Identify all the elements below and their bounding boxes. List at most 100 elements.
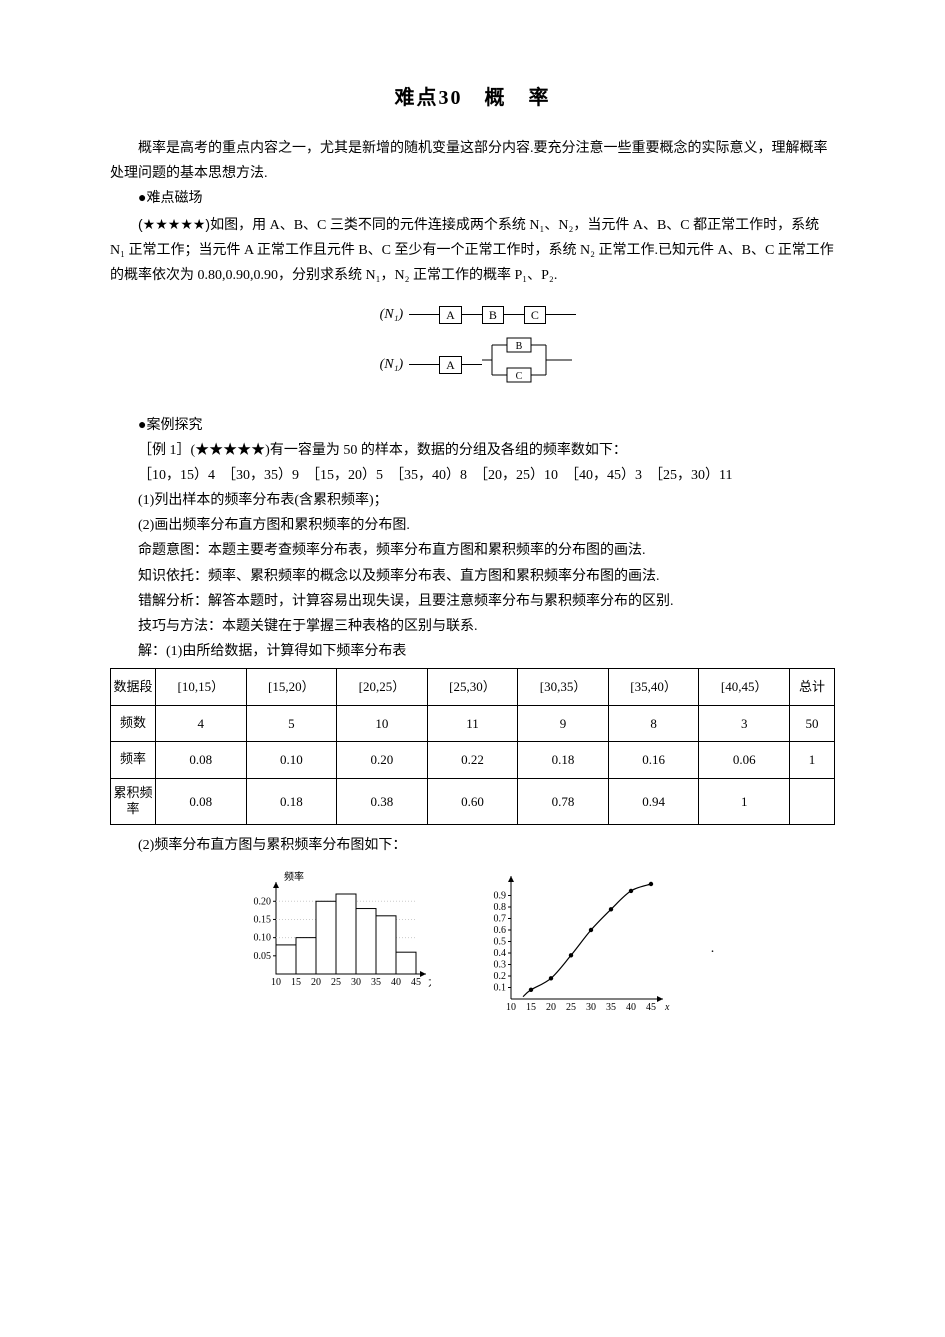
svg-text:10: 10 [271, 977, 281, 988]
star-rating: (★★★★★) [138, 216, 210, 232]
table-cell: 50 [790, 705, 835, 741]
table-header-row: 数据段 [10,15） [15,20） [20,25） [25,30） [30,… [111, 669, 835, 705]
svg-text:25: 25 [566, 1002, 576, 1013]
circuit-n2: (N₁) A B C [369, 335, 576, 394]
table-cell: 1 [790, 742, 835, 778]
svg-text:10: 10 [506, 1002, 516, 1013]
section-case-head: ●案例探究 [110, 413, 835, 438]
table-header-cell: [15,20） [246, 669, 337, 705]
example1-head: ［例 1］(★★★★★)有一容量为 50 的样本，数据的分组及各组的频率数如下： [110, 438, 835, 463]
table-header-cell: [30,35） [518, 669, 609, 705]
svg-text:力: 力 [428, 976, 431, 989]
svg-text:20: 20 [546, 1002, 556, 1013]
table-cell: 0.60 [427, 778, 518, 825]
svg-text:x: x [664, 1002, 670, 1013]
problem-statement: (★★★★★)如图，用 A、B、C 三类不同的元件连接成两个系统 N₁、N₂，当… [110, 212, 835, 289]
table-cell: 0.06 [699, 742, 790, 778]
table-cell: 5 [246, 705, 337, 741]
svg-text:0.7: 0.7 [493, 913, 506, 924]
table-cell: 0.08 [156, 742, 247, 778]
svg-text:45: 45 [411, 977, 421, 988]
charts-container: 0.050.100.150.201015202530354045频率力 0.10… [110, 869, 835, 1028]
table-cell: 8 [608, 705, 699, 741]
table-cell: 0.18 [246, 778, 337, 825]
svg-text:0.8: 0.8 [493, 902, 506, 913]
table-cell: 0.20 [337, 742, 428, 778]
svg-text:45: 45 [646, 1002, 656, 1013]
circuit-n1: (N₁) A B C [369, 302, 576, 327]
table-header-cell: 数据段 [111, 669, 156, 705]
svg-text:0.1: 0.1 [493, 982, 506, 993]
svg-text:20: 20 [311, 977, 321, 988]
table-cell: 0.16 [608, 742, 699, 778]
table-header-cell: [20,25） [337, 669, 428, 705]
table-cell: 0.22 [427, 742, 518, 778]
intro-paragraph: 概率是高考的重点内容之一，尤其是新增的随机变量这部分内容.要充分注意一些重要概念… [110, 136, 835, 186]
table-cell: 0.94 [608, 778, 699, 825]
svg-text:0.3: 0.3 [493, 959, 506, 970]
question-2: (2)画出频率分布直方图和累积频率的分布图. [110, 513, 835, 538]
svg-text:0.05: 0.05 [253, 950, 271, 961]
svg-text:15: 15 [291, 977, 301, 988]
svg-text:40: 40 [626, 1002, 636, 1013]
table-header-cell: [40,45） [699, 669, 790, 705]
element-a-2: A [439, 356, 462, 374]
element-b: B [482, 306, 504, 324]
table-row-label: 累积频率 [111, 778, 156, 825]
element-a: A [439, 306, 462, 324]
svg-text:40: 40 [391, 977, 401, 988]
table-row: 频率 0.08 0.10 0.20 0.22 0.18 0.16 0.06 1 [111, 742, 835, 778]
svg-text:30: 30 [586, 1002, 596, 1013]
table-cell: 0.08 [156, 778, 247, 825]
svg-text:35: 35 [371, 977, 381, 988]
problem-text: 如图，用 A、B、C 三类不同的元件连接成两个系统 N₁、N₂，当元件 A、B、… [110, 218, 834, 283]
table-cell [790, 778, 835, 825]
histogram-chart: 0.050.100.150.201015202530354045频率力 [231, 869, 431, 1028]
circuit-n1-label: (N₁) [369, 302, 403, 327]
svg-text:0.5: 0.5 [493, 936, 506, 947]
question-1: (1)列出样本的频率分布表(含累积频率)； [110, 488, 835, 513]
table-cell: 4 [156, 705, 247, 741]
line-cuojie: 错解分析：解答本题时，计算容易出现失误，且要注意频率分布与累积频率分布的区别. [110, 589, 835, 614]
svg-text:25: 25 [331, 977, 341, 988]
svg-text:0.9: 0.9 [493, 890, 506, 901]
table-header-cell: [35,40） [608, 669, 699, 705]
page-title: 难点30 概 率 [110, 80, 835, 116]
line-jiqiao: 技巧与方法：本题关键在于掌握三种表格的区别与联系. [110, 614, 835, 639]
answer2-line: (2)频率分布直方图与累积频率分布图如下： [110, 833, 835, 858]
table-cell: 0.38 [337, 778, 428, 825]
line-mingti: 命题意图：本题主要考查频率分布表，频率分布直方图和累积频率的分布图的画法. [110, 538, 835, 563]
frequency-table: 数据段 [10,15） [15,20） [20,25） [25,30） [30,… [110, 668, 835, 825]
table-cell: 0.78 [518, 778, 609, 825]
table-row-label: 频率 [111, 742, 156, 778]
line-jie: 解：(1)由所给数据，计算得如下频率分布表 [110, 639, 835, 664]
svg-text:频率: 频率 [284, 870, 304, 883]
table-cell: 9 [518, 705, 609, 741]
table-header-cell: 总计 [790, 669, 835, 705]
table-header-cell: [10,15） [156, 669, 247, 705]
table-row: 累积频率 0.08 0.18 0.38 0.60 0.78 0.94 1 [111, 778, 835, 825]
table-cell: 3 [699, 705, 790, 741]
cumulative-chart: 0.10.20.30.40.50.60.70.80.91015202530354… [471, 869, 671, 1028]
parallel-bc-icon: B C [482, 335, 572, 385]
table-cell: 11 [427, 705, 518, 741]
svg-text:0.4: 0.4 [493, 948, 506, 959]
section-difficulty-head: ●难点磁场 [110, 186, 835, 211]
table-row: 频数 4 5 10 11 9 8 3 50 [111, 705, 835, 741]
svg-text:0.6: 0.6 [493, 925, 506, 936]
table-row-label: 频数 [111, 705, 156, 741]
table-cell: 0.18 [518, 742, 609, 778]
svg-text:15: 15 [526, 1002, 536, 1013]
table-cell: 10 [337, 705, 428, 741]
svg-text:0.10: 0.10 [253, 932, 271, 943]
table-cell: 0.10 [246, 742, 337, 778]
line-zhishi: 知识依托：频率、累积频率的概念以及频率分布表、直方图和累积频率分布图的画法. [110, 564, 835, 589]
table-header-cell: [25,30） [427, 669, 518, 705]
circuit-diagrams: (N₁) A B C (N₁) A B [110, 298, 835, 398]
svg-text:30: 30 [351, 977, 361, 988]
table-cell: 1 [699, 778, 790, 825]
svg-text:B: B [515, 341, 522, 352]
svg-text:C: C [515, 371, 522, 382]
trailing-dot: . [711, 936, 715, 961]
svg-text:0.2: 0.2 [493, 971, 506, 982]
